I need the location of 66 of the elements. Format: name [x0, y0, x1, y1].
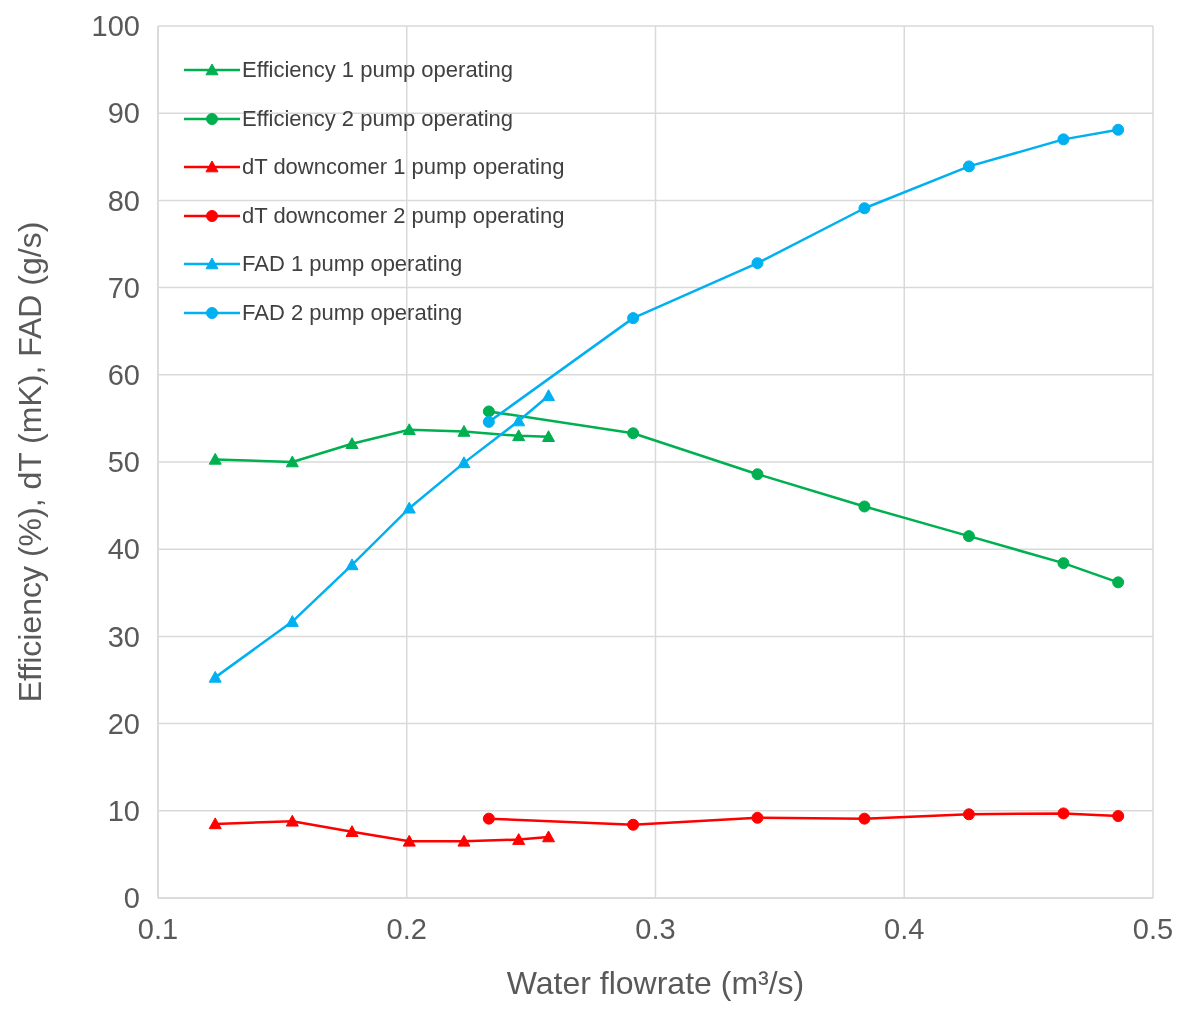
point [512, 833, 526, 845]
y-tick-label: 20 [107, 707, 140, 740]
point [285, 615, 299, 627]
point [542, 430, 556, 443]
y-tick-label: 30 [107, 620, 140, 653]
y-tick-label: 0 [123, 882, 140, 915]
point [208, 452, 222, 465]
point [542, 389, 556, 402]
point [1112, 810, 1125, 823]
legend-label: FAD 2 pump operating [242, 298, 463, 327]
point [627, 818, 640, 831]
point [751, 257, 764, 270]
x-tick-label: 0.3 [635, 912, 676, 945]
point [285, 814, 299, 827]
x-tick-label: 0.5 [1132, 912, 1174, 945]
legend-label: Efficiency 1 pump operating [242, 56, 514, 84]
x-axis-title: Water flowrate (m³/s) [506, 965, 805, 1001]
y-tick-label: 70 [107, 271, 140, 304]
y-axis-title: Efficiency (%), dT (mK), FAD (g/s) [12, 221, 49, 703]
y-tick-label: 90 [107, 97, 140, 130]
point [858, 812, 871, 825]
point [457, 834, 471, 847]
point [542, 830, 556, 843]
y-tick-label: 100 [91, 10, 140, 43]
legend-label: Efficiency 2 pump operating [242, 104, 514, 133]
point [751, 468, 764, 481]
point [482, 405, 495, 418]
point [962, 160, 975, 173]
y-tick-label: 60 [107, 359, 140, 392]
legend-label: dT downcomer 1 pump operating [242, 153, 565, 181]
point [345, 825, 359, 838]
y-tick-label: 40 [107, 533, 140, 566]
point [1112, 123, 1125, 136]
point [482, 812, 495, 825]
legend-label: dT downcomer 2 pump operating [242, 201, 565, 230]
point [402, 834, 416, 847]
point [1057, 133, 1070, 146]
point [962, 808, 975, 821]
x-tick-label: 0.4 [884, 912, 925, 945]
point [285, 455, 299, 468]
x-tick-label: 0.1 [137, 912, 179, 945]
point [858, 500, 871, 513]
y-tick-label: 80 [107, 184, 140, 217]
point [627, 427, 640, 440]
y-tick-label: 10 [107, 795, 140, 828]
point [345, 437, 359, 449]
point [962, 530, 975, 543]
point [208, 670, 222, 683]
point [345, 558, 359, 571]
point [208, 817, 222, 830]
point [457, 456, 471, 469]
point [512, 429, 526, 442]
point [627, 312, 640, 325]
point [402, 423, 416, 436]
y-tick-label: 50 [107, 446, 140, 479]
point [512, 414, 526, 427]
point [1057, 807, 1070, 820]
legend-label: FAD 1 pump operating [242, 250, 463, 278]
x-tick-label: 0.2 [386, 912, 427, 945]
point [482, 415, 495, 428]
point [751, 811, 764, 824]
point [402, 501, 416, 514]
point [1057, 557, 1070, 570]
point [1112, 576, 1125, 589]
point [457, 424, 471, 437]
point [858, 202, 871, 215]
